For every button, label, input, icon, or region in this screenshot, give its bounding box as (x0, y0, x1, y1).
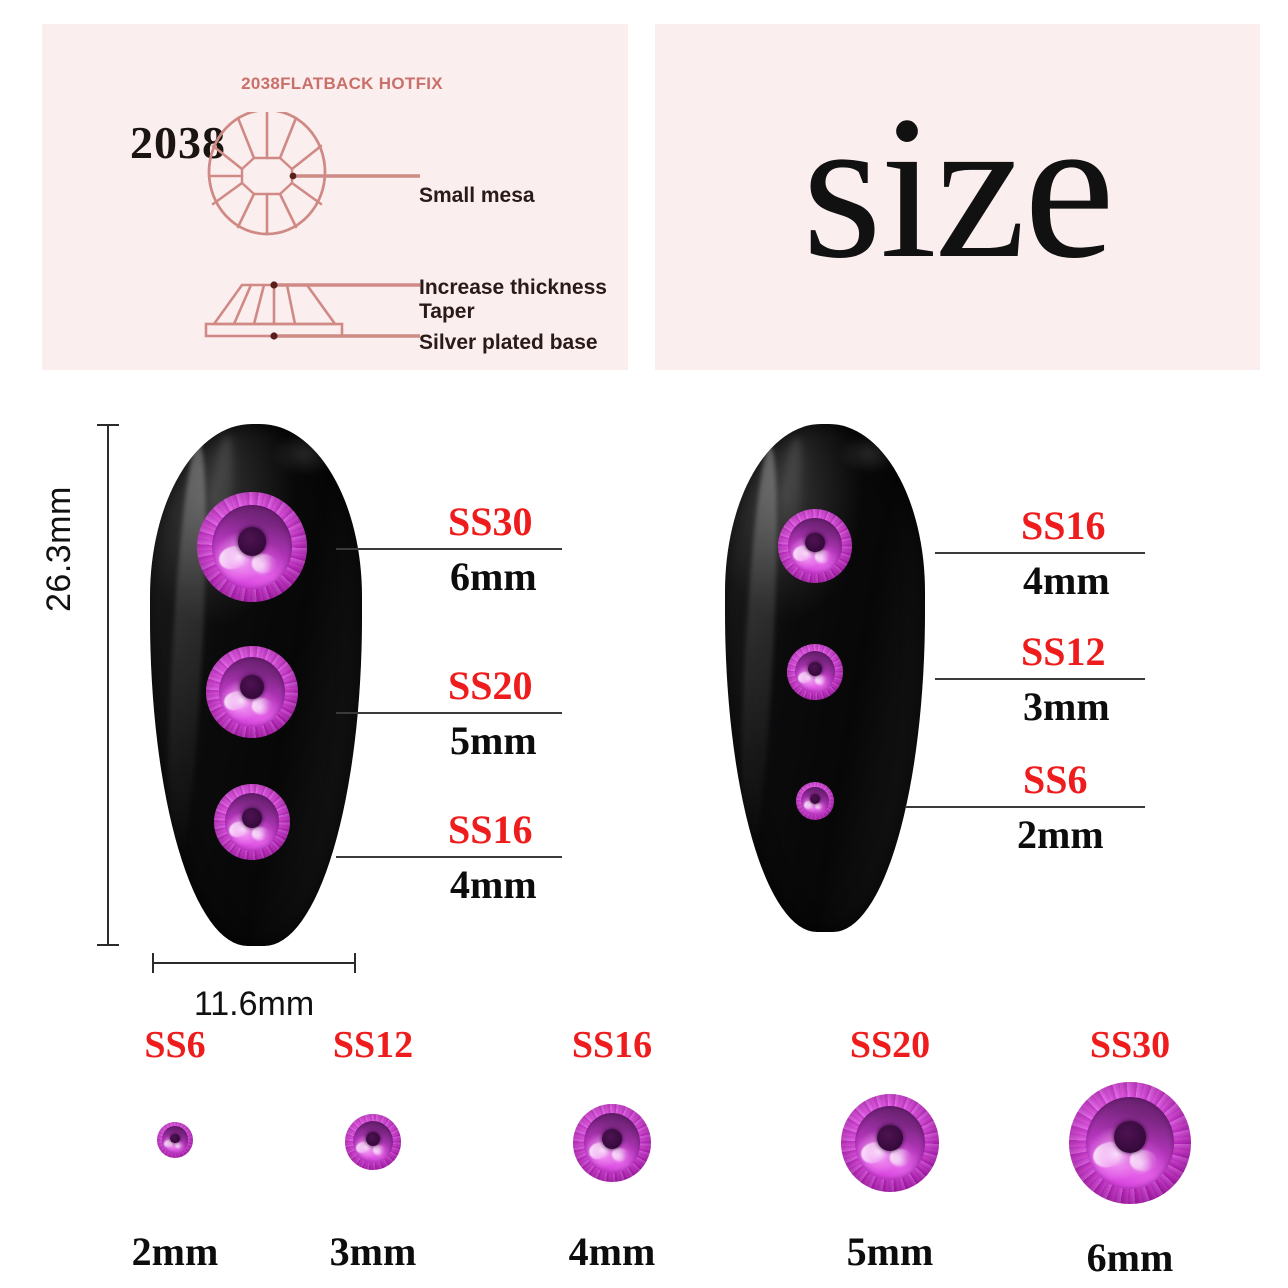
rhinestone-ss30 (197, 492, 307, 602)
rhinestone-ss12 (345, 1114, 401, 1170)
rhinestone-ss16 (573, 1104, 651, 1182)
row-mm-label: 5mm (846, 1229, 934, 1274)
row-ss-label: SS16 (571, 1024, 653, 1066)
flatback-rhinestone-diagram (204, 112, 420, 340)
row-ss-label: SS30 (1089, 1024, 1171, 1066)
diagram-label-taper: Taper (419, 300, 475, 323)
callout-mm-label: 2mm (1017, 812, 1104, 857)
stone-table-mesa (170, 1133, 180, 1143)
row-mm-label: 2mm (131, 1229, 219, 1274)
product-diagram-panel: 2038FLATBACK HOTFIX 2038 (42, 24, 628, 370)
dimension-cap-bottom (97, 944, 119, 946)
callout-ss-label: SS12 (1021, 629, 1106, 674)
nail-swatch-large (150, 424, 362, 946)
callout-mm-label: 4mm (450, 862, 537, 907)
row-stone (345, 1114, 401, 1170)
rhinestone-ss16 (214, 784, 290, 860)
callout-ss-label: SS16 (1021, 503, 1106, 548)
row-ss-label: SS12 (332, 1024, 414, 1066)
callout-mm-label: 3mm (1023, 684, 1110, 729)
stone-table-mesa (877, 1125, 903, 1151)
stone-table-mesa (237, 527, 267, 556)
diagram-label-silver-plated-base: Silver plated base (419, 331, 598, 354)
nail-width-dimension-line (152, 953, 356, 973)
row-stone (157, 1122, 193, 1158)
size-heading: size (802, 74, 1115, 301)
callout-ss-label: SS20 (448, 663, 533, 708)
row-mm-label: 4mm (568, 1229, 656, 1274)
size-row-item-ss6: SS6 2mm (90, 1026, 260, 1276)
nail-width-label: 11.6mm (193, 985, 315, 1023)
callout-mm-label: 5mm (450, 718, 537, 763)
stone-table-mesa (601, 1128, 623, 1150)
callout-leader-line (905, 806, 1145, 808)
rhinestone-ss6 (796, 782, 834, 820)
size-row-item-ss20: SS20 5mm (805, 1026, 975, 1276)
size-row-item-ss30: SS30 6mm (1040, 1024, 1220, 1280)
size-title-panel (655, 24, 1260, 370)
callout-mm-label: 6mm (450, 554, 537, 599)
dimension-cap-top (97, 424, 119, 426)
stone-table-mesa (1114, 1121, 1146, 1153)
dimension-cap-right (354, 953, 356, 973)
nail-height-label: 26.3mm (40, 486, 78, 612)
callout-ss-label: SS16 (448, 807, 533, 852)
rhinestone-ss30 (1069, 1082, 1191, 1204)
row-ss-label: SS6 (144, 1024, 206, 1066)
callout-leader-line (935, 552, 1145, 554)
panel-header-title: 2038FLATBACK HOTFIX (241, 74, 443, 93)
size-row-item-ss16: SS16 4mm (527, 1026, 697, 1276)
row-mm-label: 6mm (1086, 1235, 1174, 1280)
callout-ss-label: SS30 (448, 499, 533, 544)
callout-mm-label: 4mm (1023, 558, 1110, 603)
row-ss-label: SS20 (849, 1024, 931, 1066)
dimension-cap-left (152, 953, 154, 973)
rhinestone-ss6 (157, 1122, 193, 1158)
row-mm-label: 3mm (329, 1229, 417, 1274)
rhinestone-ss12 (787, 644, 843, 700)
callout-leader-line (336, 712, 562, 714)
row-stone (1069, 1082, 1191, 1204)
rhinestone-ss20 (841, 1094, 939, 1192)
rhinestone-ss20 (206, 646, 298, 738)
diagram-label-small-mesa: Small mesa (419, 184, 535, 207)
callout-leader-line (336, 856, 562, 858)
callout-leader-line (336, 548, 562, 550)
stone-table-mesa (240, 675, 264, 700)
row-stone (573, 1104, 651, 1182)
row-stone (841, 1094, 939, 1192)
stone-table-mesa (365, 1131, 381, 1147)
nail-height-dimension-line (97, 424, 119, 946)
nail-swatch-small (725, 424, 925, 932)
stone-table-mesa (805, 532, 825, 552)
callout-ss-label: SS6 (1023, 757, 1088, 802)
stone-table-mesa (242, 808, 262, 829)
rhinestone-ss16 (778, 509, 852, 583)
diagram-label-increase-thickness: Increase thickness (419, 276, 607, 299)
callout-leader-line (935, 678, 1145, 680)
size-row-item-ss12: SS12 3mm (288, 1026, 458, 1276)
stone-table-mesa (807, 661, 823, 677)
stone-table-mesa (810, 794, 820, 805)
